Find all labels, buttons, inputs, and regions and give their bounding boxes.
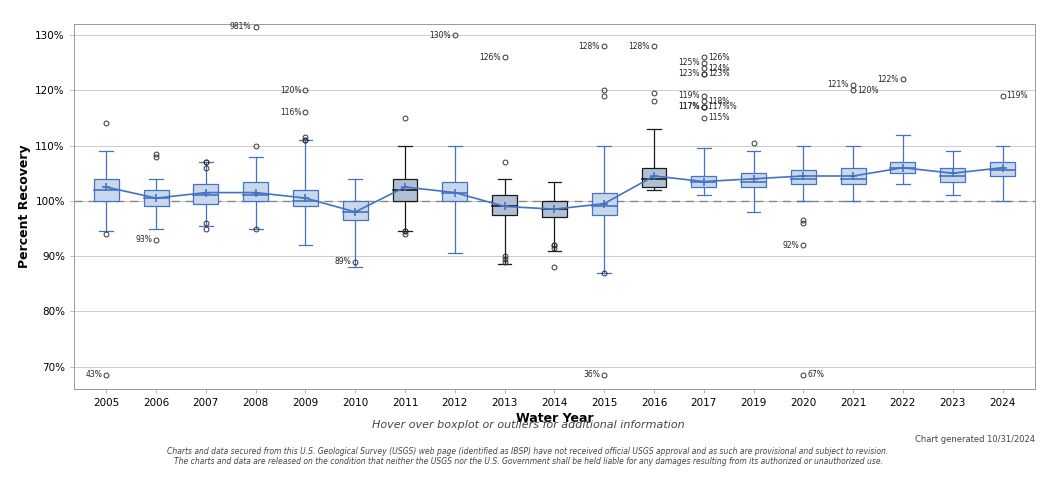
- Text: 123%: 123%: [678, 69, 700, 78]
- X-axis label: Water Year: Water Year: [515, 412, 593, 425]
- Text: 117%: 117%: [678, 102, 700, 111]
- Bar: [741, 173, 766, 187]
- Text: 128%: 128%: [579, 42, 600, 50]
- Text: 120%: 120%: [280, 86, 301, 95]
- Text: 117%: 117%: [678, 102, 700, 111]
- Text: 118%: 118%: [708, 97, 730, 106]
- Text: Charts and data secured from this U.S. Geological Survey (USGS) web page (identi: Charts and data secured from this U.S. G…: [167, 447, 889, 456]
- Text: 116%: 116%: [280, 108, 301, 117]
- Bar: [94, 179, 118, 201]
- Text: 130%: 130%: [429, 31, 451, 39]
- Bar: [591, 192, 617, 215]
- Text: 117%%: 117%%: [708, 102, 739, 111]
- Bar: [890, 162, 916, 173]
- Text: 124%: 124%: [708, 64, 730, 72]
- Bar: [841, 168, 866, 184]
- Text: 115%: 115%: [708, 113, 730, 122]
- Text: 92%: 92%: [782, 240, 799, 250]
- Y-axis label: Percent Recovery: Percent Recovery: [18, 144, 31, 268]
- Bar: [692, 176, 716, 187]
- Bar: [144, 190, 169, 206]
- Text: 43%: 43%: [86, 371, 102, 380]
- Bar: [193, 184, 219, 204]
- Text: 122%: 122%: [878, 75, 899, 84]
- Text: The charts and data are released on the condition that neither the USGS nor the : The charts and data are released on the …: [173, 456, 883, 466]
- Bar: [492, 195, 517, 215]
- Text: 125%: 125%: [678, 58, 700, 67]
- Text: 89%: 89%: [335, 257, 351, 266]
- Text: 93%: 93%: [135, 235, 152, 244]
- Text: 126%: 126%: [479, 53, 501, 61]
- Text: 119%: 119%: [1006, 91, 1029, 100]
- Bar: [442, 181, 467, 201]
- Bar: [293, 190, 318, 206]
- Text: 119%: 119%: [678, 91, 700, 100]
- Text: 126%: 126%: [708, 53, 730, 61]
- Bar: [642, 168, 666, 187]
- Text: 128%: 128%: [628, 42, 649, 50]
- Bar: [791, 170, 816, 184]
- Text: 121%: 121%: [828, 80, 849, 89]
- Text: 981%: 981%: [230, 22, 251, 31]
- Bar: [991, 162, 1015, 176]
- Text: Hover over boxplot or outliers for additional information: Hover over boxplot or outliers for addit…: [372, 420, 684, 430]
- Text: Chart generated 10/31/2024: Chart generated 10/31/2024: [914, 435, 1035, 444]
- Bar: [940, 168, 965, 181]
- Bar: [393, 179, 417, 201]
- Bar: [343, 201, 367, 220]
- Text: 123%: 123%: [708, 69, 730, 78]
- Text: 120%: 120%: [857, 86, 879, 95]
- Bar: [542, 201, 567, 217]
- Text: 36%: 36%: [583, 371, 600, 380]
- Text: 67%: 67%: [808, 371, 825, 380]
- Bar: [243, 181, 268, 201]
